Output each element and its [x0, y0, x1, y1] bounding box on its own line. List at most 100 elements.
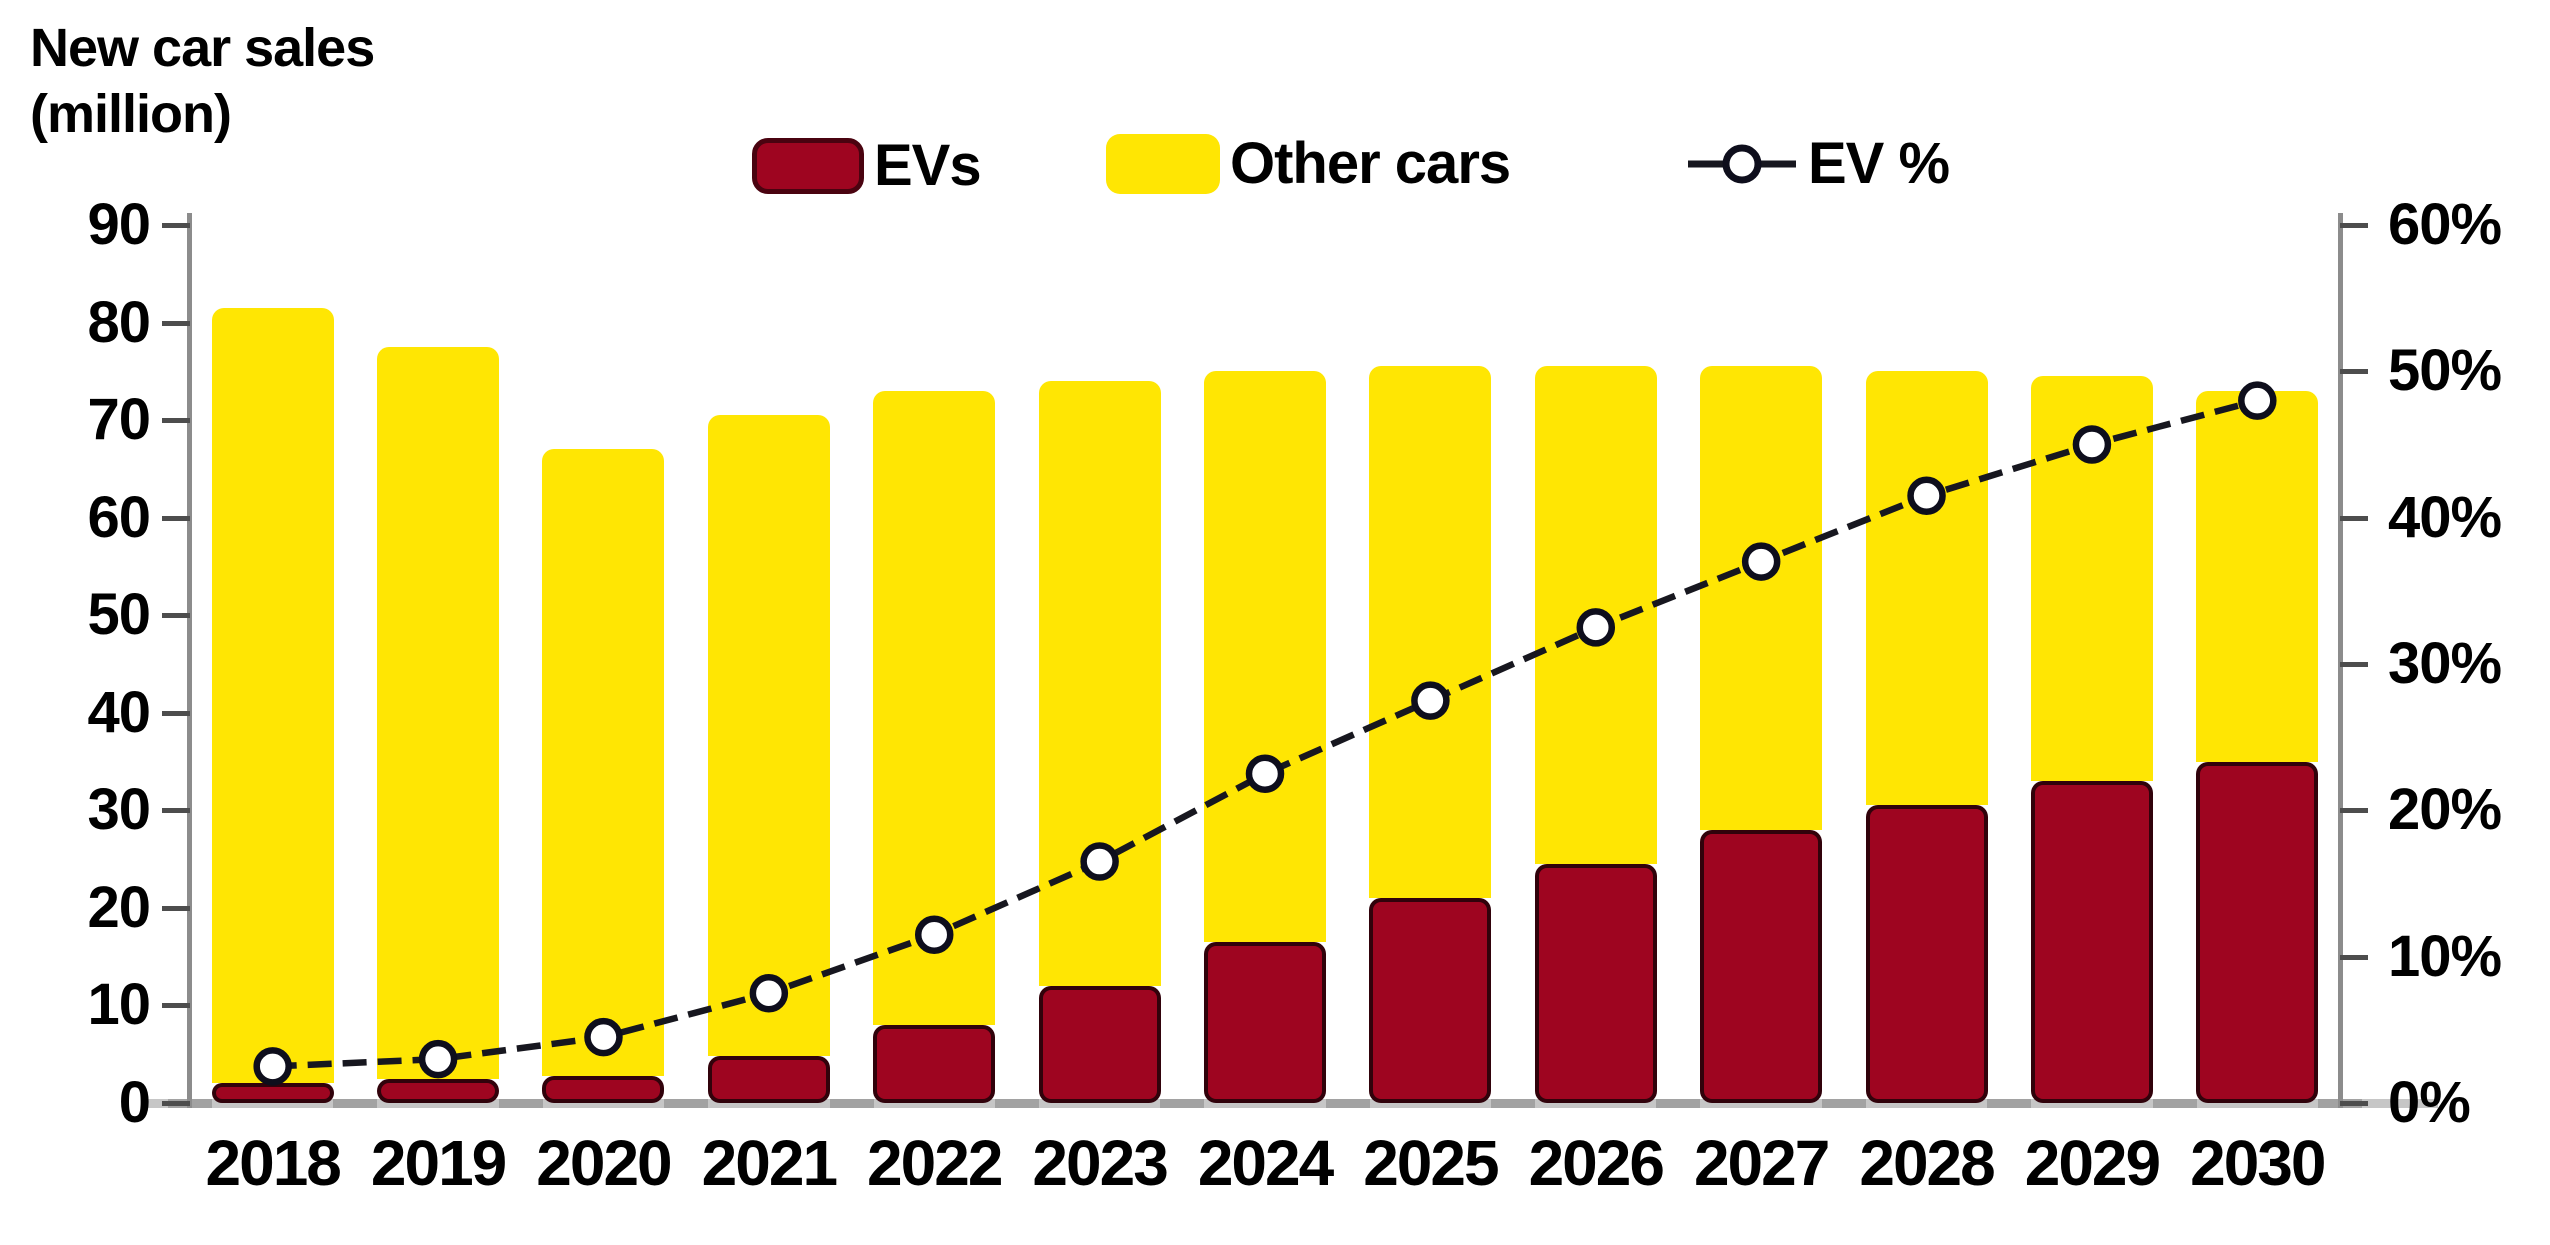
x-axis-label-2018: 2018 [205, 1127, 342, 1199]
bar-other-cars-2024 [1204, 371, 1326, 943]
legend: EVs Other cars EV % [0, 0, 2550, 220]
bar-evs-2025 [1369, 898, 1492, 1103]
ev-percent-marker-2021 [749, 974, 789, 1013]
left-axis-tick [162, 808, 190, 814]
left-axis-tick [162, 1003, 190, 1009]
x-axis-label-2024: 2024 [1197, 1127, 1334, 1199]
ev-percent-marker-2019 [418, 1039, 458, 1079]
bar-other-cars-2021 [707, 415, 830, 1057]
ev-percent-marker-2018 [253, 1047, 292, 1086]
left-axis-tick [162, 710, 190, 716]
left-axis-tick-label: 30 [87, 777, 151, 843]
legend-item-evs: EVs [752, 132, 982, 199]
bar-evs-2029 [2030, 781, 2153, 1103]
left-axis-tick-label: 10 [87, 972, 151, 1038]
x-axis-label-2020: 2020 [536, 1127, 672, 1199]
x-axis-label-2025: 2025 [1363, 1127, 1499, 1199]
evs-swatch-icon [752, 137, 864, 194]
ev-percent-marker-2029 [2072, 425, 2112, 464]
bar-evs-2019 [377, 1078, 500, 1103]
left-axis-tick [162, 223, 190, 228]
right-axis-tick [2340, 1101, 2368, 1106]
ev-percent-marker-2024 [1245, 754, 1285, 793]
x-axis-boundary-tick [498, 1099, 543, 1108]
ev-percent-marker-2027 [1741, 542, 1781, 581]
x-axis-boundary-tick [1656, 1099, 1701, 1108]
bar-other-cars-2020 [542, 449, 665, 1076]
right-axis-tick-label: 30% [2388, 631, 2502, 696]
ev-percent-marker-2025 [1411, 681, 1450, 720]
x-axis-label-2028: 2028 [1859, 1127, 1995, 1199]
x-axis-boundary-tick [1160, 1099, 1205, 1108]
bar-evs-2027 [1700, 829, 1823, 1103]
x-axis-label-2019: 2019 [370, 1127, 507, 1199]
legend-evs-label: EVs [874, 133, 982, 198]
left-axis-tick [162, 1101, 190, 1106]
bar-other-cars-2023 [1038, 381, 1161, 986]
legend-item-ev-pct: EV % [1686, 130, 1950, 197]
legend-item-other-cars: Other cars [1106, 130, 1511, 197]
ev-percent-marker-2023 [1080, 842, 1119, 881]
left-axis-tick [162, 320, 190, 326]
x-axis-boundary-tick [1987, 1099, 2032, 1108]
ev-percent-marker-2028 [1907, 476, 1946, 515]
x-axis-boundary-tick [333, 1099, 378, 1108]
left-axis-tick-label: 0 [118, 1070, 151, 1135]
bar-other-cars-2028 [1865, 371, 1988, 806]
legend-other-cars-label: Other cars [1230, 131, 1511, 196]
right-axis-tick [2340, 662, 2368, 667]
x-axis-label-2022: 2022 [867, 1127, 1003, 1199]
x-axis-boundary-tick [1491, 1099, 1536, 1108]
bar-evs-2020 [542, 1075, 665, 1103]
x-axis-label-2021: 2021 [701, 1127, 838, 1199]
x-axis-baseline [148, 1099, 2438, 1108]
bar-other-cars-2027 [1700, 366, 1823, 830]
bar-evs-2023 [1038, 985, 1161, 1103]
x-axis-label-2030: 2030 [2190, 1127, 2326, 1199]
right-axis-tick-label: 60% [2388, 192, 2502, 257]
x-axis-label-2029: 2029 [2024, 1127, 2161, 1199]
bar-other-cars-2030 [2196, 390, 2319, 762]
right-axis-tick-label: 0% [2388, 1070, 2471, 1135]
right-axis-tick [2340, 954, 2368, 960]
left-axis-tick-label: 40 [87, 679, 151, 745]
right-axis-tick [2340, 515, 2368, 521]
right-axis-tick-label: 10% [2388, 923, 2502, 989]
left-axis-tick-label: 60 [87, 484, 151, 550]
bar-evs-2022 [873, 1024, 996, 1103]
bar-evs-2026 [1534, 863, 1657, 1103]
x-axis-label-2023: 2023 [1032, 1127, 1168, 1199]
ev-percent-marker-2026 [1576, 608, 1616, 647]
right-axis-tick [2340, 808, 2368, 814]
right-axis-tick [2340, 223, 2368, 228]
other-cars-swatch-icon [1106, 133, 1220, 194]
left-axis-tick-label: 90 [87, 192, 151, 257]
x-axis-boundary-tick [664, 1099, 709, 1108]
left-axis-tick-label: 70 [87, 387, 151, 453]
legend-ev-pct-label: EV % [1808, 131, 1950, 196]
right-axis-tick-label: 20% [2388, 777, 2502, 843]
chart-title-line1: New car sales [30, 18, 375, 78]
bar-evs-2028 [1865, 805, 1988, 1103]
x-axis-boundary-tick [1325, 1099, 1370, 1108]
left-axis-tick [162, 418, 190, 424]
x-axis-boundary-tick [829, 1099, 874, 1108]
ev-percent-marker-2022 [914, 915, 954, 954]
bar-evs-2030 [2196, 761, 2319, 1103]
ev-percent-polyline [272, 397, 2259, 1070]
x-axis-boundary-tick [1821, 1099, 1866, 1108]
bar-evs-2024 [1204, 942, 1326, 1103]
bar-other-cars-2019 [377, 346, 500, 1079]
chart-title-line2: (million) [30, 83, 232, 144]
left-axis-line [187, 213, 192, 1108]
chart-title: New car sales (million) [30, 16, 375, 148]
left-axis-tick-label: 50 [87, 582, 151, 648]
ev-percent-marker-2020 [584, 1017, 623, 1057]
bar-other-cars-2025 [1369, 366, 1492, 899]
ev-percent-marker-2030 [2238, 381, 2277, 420]
x-axis-label-2027: 2027 [1693, 1127, 1830, 1199]
ev-percent-line-marker-icon [1688, 144, 1796, 183]
bar-evs-2021 [707, 1056, 830, 1103]
